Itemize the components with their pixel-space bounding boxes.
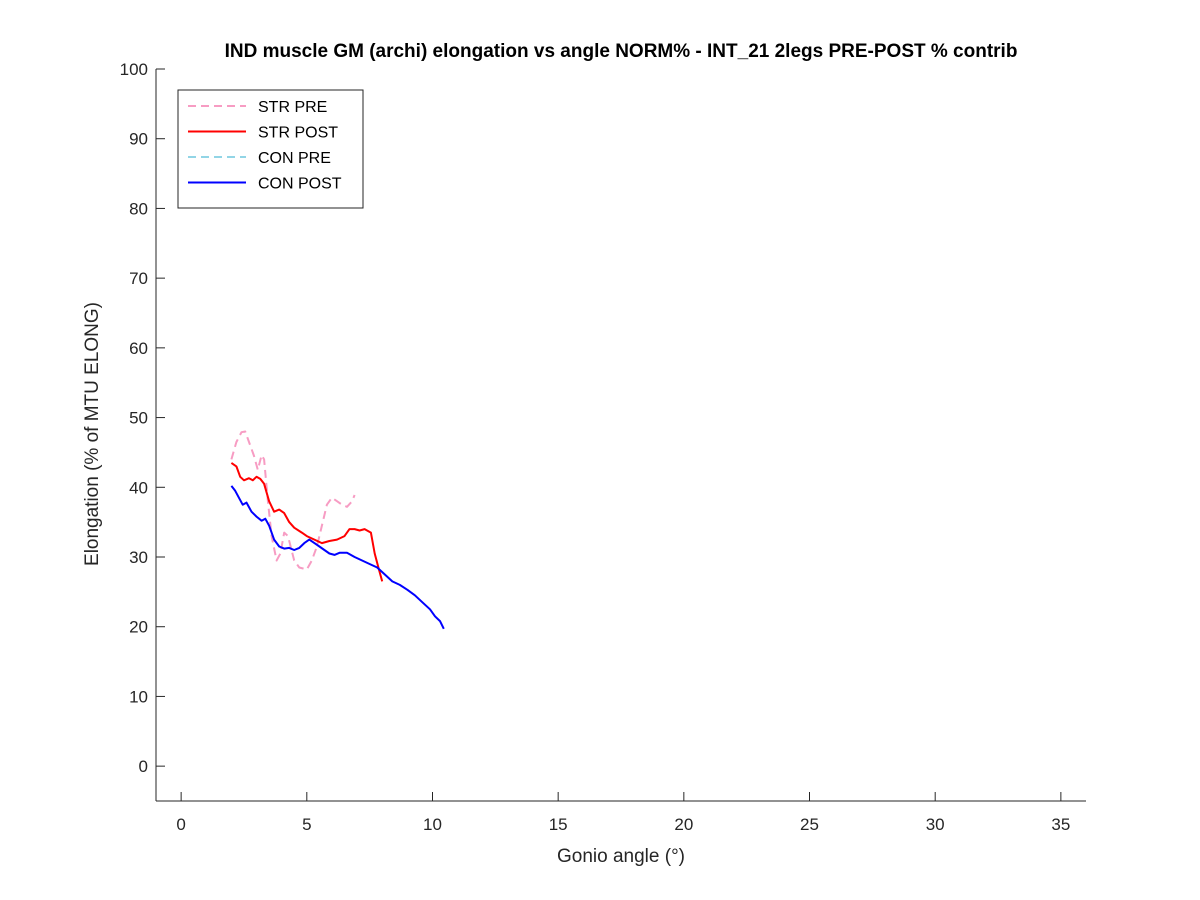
y-tick-label: 50 [129,409,148,428]
y-axis-label: Elongation (% of MTU ELONG) [82,302,103,566]
x-tick-label: 15 [549,815,568,834]
x-tick-label: 0 [176,815,185,834]
y-tick-label: 70 [129,269,148,288]
legend-label: STR POST [258,125,338,142]
legend-label: CON PRE [258,150,331,167]
y-tick-label: 20 [129,618,148,637]
x-axis-label: Gonio angle (°) [557,846,685,867]
y-tick-label: 80 [129,199,148,218]
series-line-3 [230,485,445,630]
axes-layer: 0 5 10 15 20 25 30 35 0 10 20 30 40 50 60 70 80 90 100 [120,60,1086,834]
x-tick-label: 30 [926,815,945,834]
legend-label: STR PRE [258,99,327,116]
y-tick-label: 40 [129,478,148,497]
y-tick-label: 100 [120,60,148,79]
series-line-1 [230,462,384,582]
y-tick-label: 60 [129,339,148,358]
legend-label: CON POST [258,176,342,193]
x-tick-label: 20 [674,815,693,834]
chart-title: IND muscle GM (archi) elongation vs angl… [225,41,1018,62]
y-tick-label: 90 [129,130,148,149]
x-tick-label: 25 [800,815,819,834]
x-tick-label: 35 [1051,815,1070,834]
series-layer [230,430,445,630]
y-tick-label: 0 [139,757,148,776]
x-tick-label: 10 [423,815,442,834]
x-tick-label: 5 [302,815,311,834]
legend: STR PRE STR POST CON PRE CON POST [177,89,364,209]
y-tick-label: 10 [129,687,148,706]
y-tick-label: 30 [129,548,148,567]
legend-box [177,89,364,209]
series-line-0 [230,430,356,571]
